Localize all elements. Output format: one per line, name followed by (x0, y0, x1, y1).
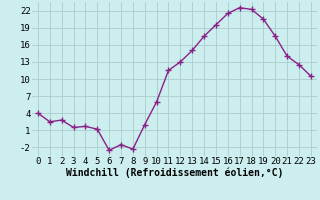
X-axis label: Windchill (Refroidissement éolien,°C): Windchill (Refroidissement éolien,°C) (66, 168, 283, 178)
